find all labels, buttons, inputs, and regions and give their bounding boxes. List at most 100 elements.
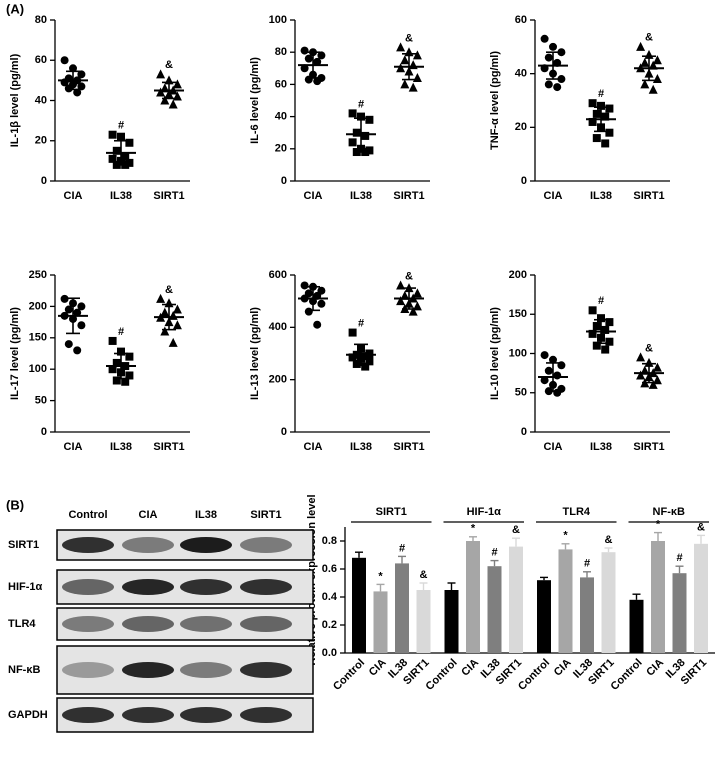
- error-bar: [306, 285, 320, 312]
- data-point: [540, 351, 549, 360]
- y-tick-label: 0.6: [322, 563, 337, 575]
- data-point: [644, 357, 654, 367]
- x-tick-label: CIA: [544, 190, 563, 202]
- data-point: [121, 377, 130, 386]
- data-point: [400, 55, 410, 65]
- data-point: [300, 64, 309, 73]
- data-point: [313, 77, 322, 86]
- bar: [537, 580, 551, 653]
- error-bar: [402, 53, 416, 81]
- blot-band: [240, 616, 292, 632]
- annotation: &: [405, 270, 413, 282]
- y-tick-label: 150: [29, 332, 47, 344]
- annotation: #: [598, 295, 604, 307]
- bar: [558, 549, 573, 653]
- data-point: [588, 329, 597, 338]
- data-point: [172, 79, 182, 89]
- annotation: *: [563, 530, 568, 542]
- blot-band: [180, 579, 232, 595]
- y-tick-label: 0: [521, 426, 527, 438]
- blot-band: [62, 579, 114, 595]
- error-bar: [419, 582, 428, 590]
- data-point: [396, 280, 406, 290]
- y-tick-label: 50: [35, 395, 47, 407]
- blot-row-label: GAPDH: [8, 709, 48, 721]
- data-point: [553, 388, 562, 397]
- data-point: [112, 146, 121, 155]
- annotation: &: [645, 342, 653, 354]
- error-bar: [675, 565, 684, 574]
- data-point: [549, 355, 557, 364]
- annotation: #: [358, 317, 364, 329]
- data-point: [557, 75, 566, 84]
- error-bar: [604, 547, 613, 553]
- y-tick-label: 20: [515, 121, 527, 133]
- error-bar: [398, 555, 406, 564]
- group-label: TLR4: [563, 506, 591, 518]
- error-bar: [355, 551, 363, 558]
- blot-column-label: CIA: [139, 509, 158, 521]
- data-point: [357, 112, 365, 121]
- data-point: [640, 79, 650, 89]
- x-tick-label: CIA: [459, 657, 481, 679]
- data-point: [408, 82, 418, 92]
- data-point: [348, 138, 357, 147]
- blot-band: [240, 662, 292, 678]
- data-point: [300, 46, 309, 55]
- x-tick-label: Control: [331, 657, 367, 693]
- error-bar: [583, 571, 591, 578]
- data-point: [73, 346, 82, 355]
- data-point: [160, 307, 170, 317]
- y-tick-label: 200: [29, 300, 47, 312]
- error-bar: [354, 117, 368, 152]
- data-point: [540, 34, 549, 43]
- data-point: [77, 321, 86, 330]
- error-bar: [540, 576, 548, 581]
- data-point: [77, 302, 86, 311]
- annotation: #: [584, 558, 590, 570]
- data-point: [60, 294, 69, 303]
- data-point: [125, 138, 134, 147]
- error-bar: [162, 303, 176, 331]
- data-point: [588, 99, 597, 108]
- y-tick-label: 200: [509, 269, 527, 281]
- blot-column-label: IL38: [195, 509, 217, 521]
- data-point: [69, 64, 77, 73]
- y-tick-label: 60: [515, 14, 527, 26]
- y-axis-label: IL-6 level (pg/ml): [249, 57, 261, 144]
- data-point: [365, 357, 374, 366]
- error-bar: [642, 55, 656, 82]
- annotation: &: [645, 32, 653, 44]
- x-tick-label: CIA: [64, 190, 83, 202]
- bar: [466, 541, 480, 653]
- panel-label: (A): [6, 1, 24, 16]
- x-tick-label: IL38: [110, 190, 132, 202]
- blot-band: [180, 707, 232, 723]
- y-axis-label: TNF-α level (pg/ml): [489, 51, 501, 150]
- error-bar: [546, 362, 560, 392]
- panel-label: (B): [6, 497, 24, 512]
- y-tick-label: 0: [281, 426, 287, 438]
- x-tick-label: Control: [609, 657, 645, 693]
- data-point: [348, 353, 357, 362]
- error-bar: [561, 543, 570, 550]
- data-point: [553, 371, 562, 380]
- y-tick-label: 40: [275, 111, 287, 123]
- data-point: [365, 146, 374, 155]
- annotation: *: [378, 570, 383, 582]
- error-bar: [162, 81, 176, 100]
- data-point: [396, 63, 406, 73]
- blot-band: [122, 616, 174, 632]
- x-tick-label: IL38: [350, 190, 372, 202]
- data-point: [652, 55, 662, 65]
- data-point: [605, 318, 614, 327]
- data-point: [588, 117, 597, 126]
- data-point: [652, 74, 662, 84]
- y-tick-label: 600: [269, 269, 287, 281]
- data-point: [108, 336, 117, 345]
- blot-band: [62, 537, 114, 553]
- annotation: #: [676, 552, 682, 564]
- annotation: #: [399, 542, 405, 554]
- blot-row-label: TLR4: [8, 618, 36, 630]
- error-bar: [306, 51, 320, 79]
